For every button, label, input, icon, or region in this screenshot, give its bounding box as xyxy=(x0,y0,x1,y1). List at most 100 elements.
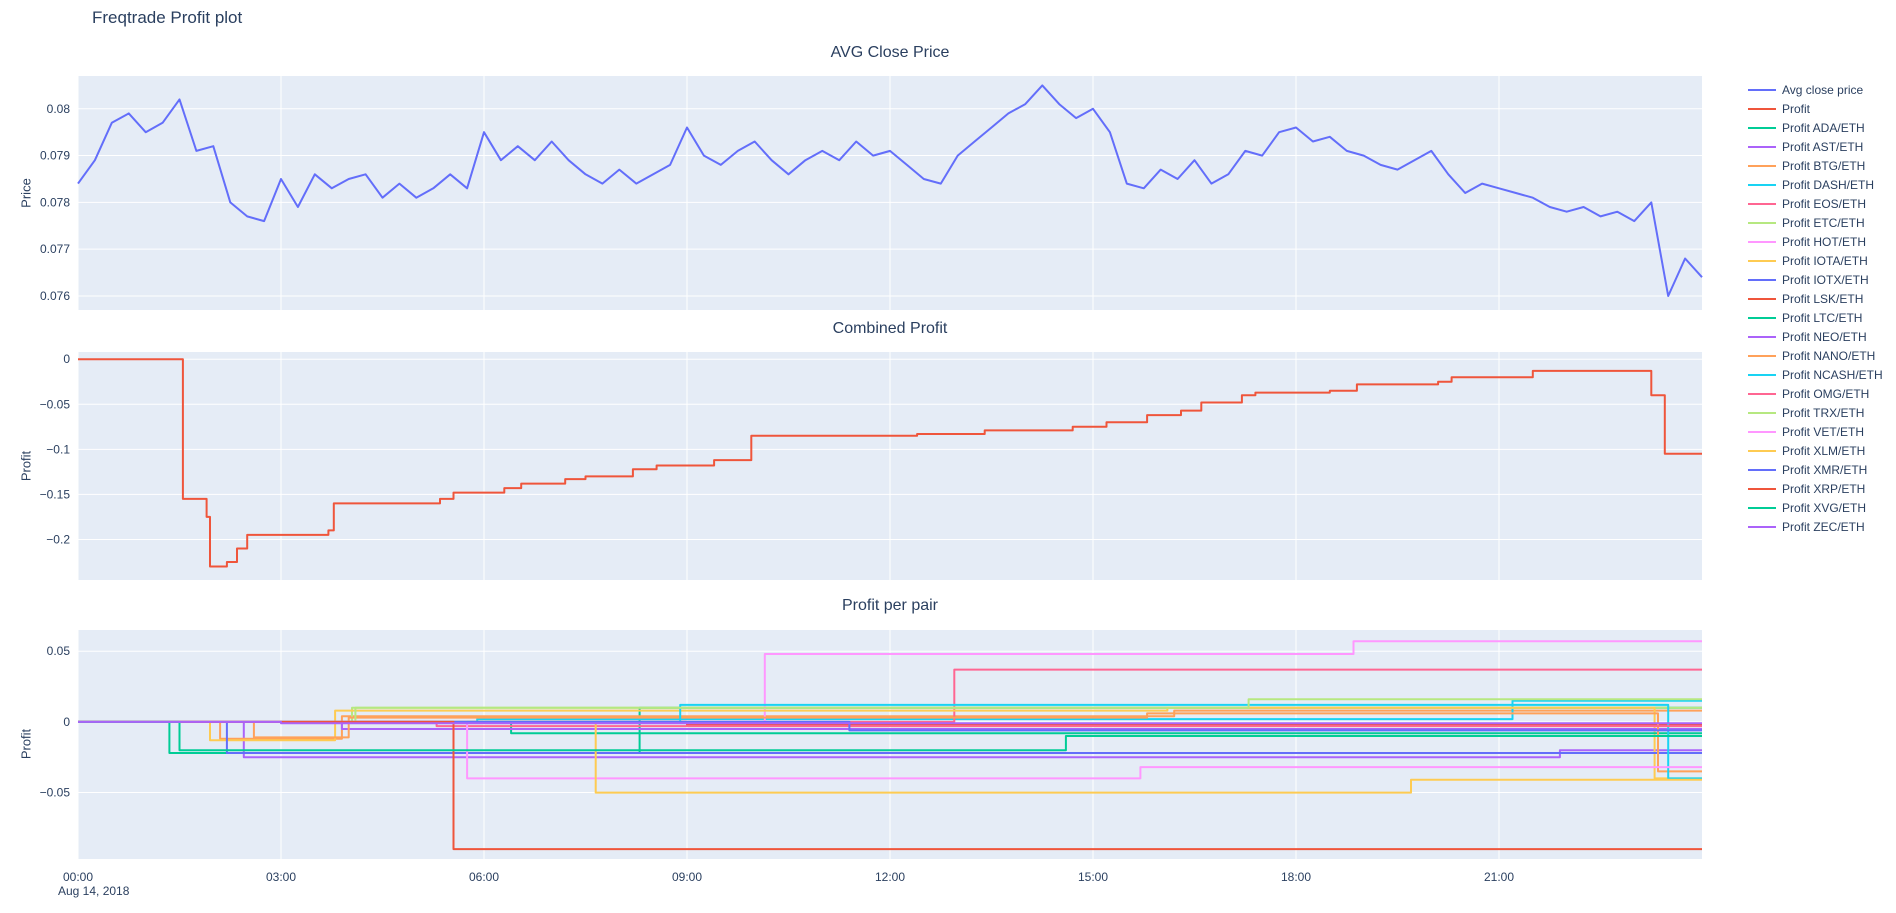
legend-line-swatch xyxy=(1748,411,1776,414)
legend-item-profit-xrp-eth[interactable]: Profit XRP/ETH xyxy=(1748,479,1883,498)
legend-label: Profit IOTX/ETH xyxy=(1782,272,1869,287)
x-tick-label: 03:00 xyxy=(266,870,296,884)
legend-item-profit-omg-eth[interactable]: Profit OMG/ETH xyxy=(1748,384,1883,403)
series-profit-xmr-eth[interactable] xyxy=(78,720,1702,732)
legend-line-swatch xyxy=(1748,449,1776,452)
x-tick-label: 00:00 xyxy=(63,870,93,884)
legend-label: Profit ETC/ETH xyxy=(1782,215,1865,230)
x-tick-label: 15:00 xyxy=(1078,870,1108,884)
y-tick-label: −0.1 xyxy=(46,442,70,456)
legend-line-swatch xyxy=(1748,278,1776,281)
legend-label: Profit XMR/ETH xyxy=(1782,462,1868,477)
series-avg-close-price[interactable] xyxy=(77,84,1703,297)
y-tick-label: 0 xyxy=(63,352,70,366)
legend-item-profit[interactable]: Profit xyxy=(1748,99,1883,118)
legend-label: Profit DASH/ETH xyxy=(1782,177,1875,192)
legend-item-profit-lsk-eth[interactable]: Profit LSK/ETH xyxy=(1748,289,1883,308)
legend-line-swatch xyxy=(1748,487,1776,490)
legend-label: Avg close price xyxy=(1782,82,1864,97)
legend-line-swatch xyxy=(1748,525,1776,528)
y-tick-label: 0 xyxy=(63,715,70,729)
y-tick-label: −0.05 xyxy=(40,397,71,411)
series-profit-zec-eth[interactable] xyxy=(78,720,1702,725)
y-tick-label: 0.08 xyxy=(47,102,71,116)
combined-profit-title: Combined Profit xyxy=(832,320,948,337)
legend-item-profit-vet-eth[interactable]: Profit VET/ETH xyxy=(1748,422,1883,441)
legend-line-swatch xyxy=(1748,88,1776,91)
x-tick-label: 09:00 xyxy=(672,870,702,884)
legend-line-swatch xyxy=(1748,221,1776,224)
series-profit-nano-eth[interactable] xyxy=(78,712,1702,773)
legend-item-profit-iota-eth[interactable]: Profit IOTA/ETH xyxy=(1748,251,1883,270)
legend-label: Profit LTC/ETH xyxy=(1782,310,1863,325)
legend-line-swatch xyxy=(1748,259,1776,262)
series-profit[interactable] xyxy=(78,358,1702,568)
legend-label: Profit BTG/ETH xyxy=(1782,158,1866,173)
legend-label: Profit OMG/ETH xyxy=(1782,386,1870,401)
profit-per-pair-title: Profit per pair xyxy=(841,597,939,614)
avg-close-price-chart[interactable]: 0.076 0.077 0.078 0.079 0.08 xyxy=(0,76,1712,310)
legend-item-profit-neo-eth[interactable]: Profit NEO/ETH xyxy=(1748,327,1883,346)
legend-line-swatch xyxy=(1748,145,1776,148)
profit-per-pair-chart[interactable]: 00:00 03:00 06:00 09:00 12:00 15:00 18:00 21:00… xyxy=(0,630,1712,903)
y-tick-label: −0.15 xyxy=(40,487,71,501)
legend-line-swatch xyxy=(1748,316,1776,319)
legend-line-swatch xyxy=(1748,240,1776,243)
legend-label: Profit HOT/ETH xyxy=(1782,234,1867,249)
legend-line-swatch xyxy=(1748,202,1776,205)
legend-label: Profit XLM/ETH xyxy=(1782,443,1866,458)
legend-item-avg-close-price[interactable]: Avg close price xyxy=(1748,80,1883,99)
legend-line-swatch xyxy=(1748,107,1776,110)
legend-item-profit-xmr-eth[interactable]: Profit XMR/ETH xyxy=(1748,460,1883,479)
legend-label: Profit AST/ETH xyxy=(1782,139,1864,154)
legend-item-profit-ast-eth[interactable]: Profit AST/ETH xyxy=(1748,137,1883,156)
legend-item-profit-ltc-eth[interactable]: Profit LTC/ETH xyxy=(1748,308,1883,327)
legend-label: Profit XRP/ETH xyxy=(1782,481,1866,496)
legend-label: Profit NEO/ETH xyxy=(1782,329,1867,344)
legend-line-swatch xyxy=(1748,354,1776,357)
legend-label: Profit VET/ETH xyxy=(1782,424,1865,439)
y-tick-label: 0.079 xyxy=(40,149,70,163)
legend-line-swatch xyxy=(1748,126,1776,129)
legend-line-swatch xyxy=(1748,297,1776,300)
legend-item-profit-etc-eth[interactable]: Profit ETC/ETH xyxy=(1748,213,1883,232)
x-tick-label: 18:00 xyxy=(1281,870,1311,884)
legend-item-profit-btg-eth[interactable]: Profit BTG/ETH xyxy=(1748,156,1883,175)
combined-profit-chart[interactable]: 0 −0.05 −0.1 −0.15 −0.2 xyxy=(0,352,1712,580)
legend-item-profit-ncash-eth[interactable]: Profit NCASH/ETH xyxy=(1748,365,1883,384)
legend-item-profit-xvg-eth[interactable]: Profit XVG/ETH xyxy=(1748,498,1883,517)
legend-line-swatch xyxy=(1748,468,1776,471)
legend-item-profit-iotx-eth[interactable]: Profit IOTX/ETH xyxy=(1748,270,1883,289)
legend-item-profit-dash-eth[interactable]: Profit DASH/ETH xyxy=(1748,175,1883,194)
y-tick-label: −0.2 xyxy=(46,532,70,546)
y-tick-label: 0.05 xyxy=(47,644,71,658)
legend-label: Profit xyxy=(1782,101,1811,116)
avg-close-price-title: AVG Close Price xyxy=(830,44,950,61)
x-tick-label: 21:00 xyxy=(1484,870,1514,884)
legend-line-swatch xyxy=(1748,392,1776,395)
legend-label: Profit EOS/ETH xyxy=(1782,196,1867,211)
legend-item-profit-nano-eth[interactable]: Profit NANO/ETH xyxy=(1748,346,1883,365)
legend-item-profit-eos-eth[interactable]: Profit EOS/ETH xyxy=(1748,194,1883,213)
x-tick-label: 06:00 xyxy=(469,870,499,884)
legend-line-swatch xyxy=(1748,373,1776,376)
series-profit-iota-eth[interactable] xyxy=(78,706,1702,780)
legend-line-swatch xyxy=(1748,335,1776,338)
legend-item-profit-hot-eth[interactable]: Profit HOT/ETH xyxy=(1748,232,1883,251)
legend-line-swatch xyxy=(1748,430,1776,433)
legend-item-profit-ada-eth[interactable]: Profit ADA/ETH xyxy=(1748,118,1883,137)
legend-label: Profit ADA/ETH xyxy=(1782,120,1865,135)
legend-line-swatch xyxy=(1748,183,1776,186)
legend-label: Profit ZEC/ETH xyxy=(1782,519,1865,534)
legend-item-profit-zec-eth[interactable]: Profit ZEC/ETH xyxy=(1748,517,1883,536)
legend-line-swatch xyxy=(1748,506,1776,509)
legend-item-profit-xlm-eth[interactable]: Profit XLM/ETH xyxy=(1748,441,1883,460)
legend-label: Profit TRX/ETH xyxy=(1782,405,1865,420)
legend-label: Profit XVG/ETH xyxy=(1782,500,1867,515)
y-tick-label: 0.078 xyxy=(40,195,70,209)
y-tick-label: 0.076 xyxy=(40,289,70,303)
legend-label: Profit NANO/ETH xyxy=(1782,348,1876,363)
legend-item-profit-trx-eth[interactable]: Profit TRX/ETH xyxy=(1748,403,1883,422)
legend-label: Profit NCASH/ETH xyxy=(1782,367,1883,382)
